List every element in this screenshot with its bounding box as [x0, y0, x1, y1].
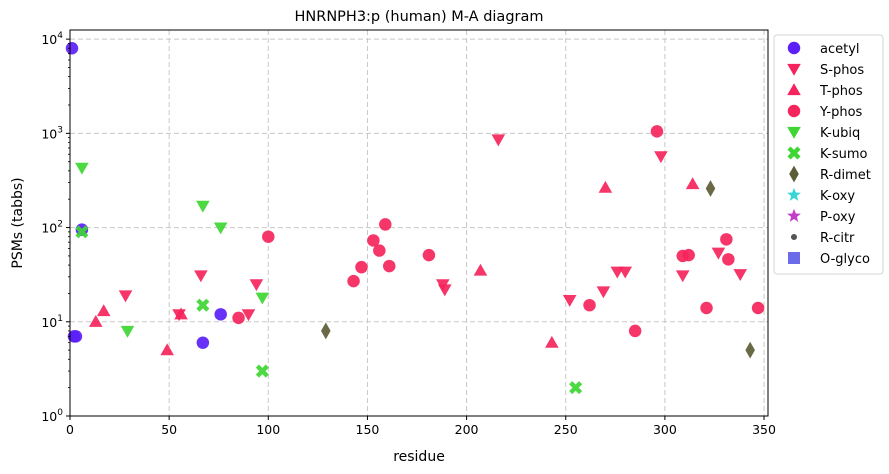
data-point-t-phos: [473, 263, 488, 276]
data-point-acetyl: [65, 42, 79, 55]
x-tick-label: 50: [161, 422, 177, 437]
legend-label: acetyl: [820, 42, 860, 57]
legend-marker-y-phos: [787, 104, 801, 118]
data-point-y-phos: [262, 230, 275, 243]
legend-label: K-sumo: [820, 147, 868, 162]
data-point-r-dimet: [745, 341, 755, 359]
data-point-k-ubiq: [255, 292, 270, 305]
y-tick-label: 100: [41, 408, 63, 424]
data-point-k-ubiq: [75, 162, 89, 175]
x-tick-label: 150: [356, 422, 380, 437]
grid-layer: [70, 30, 768, 416]
data-point-acetyl: [69, 330, 83, 343]
data-point-y-phos: [347, 274, 360, 288]
data-point-s-phos: [249, 279, 264, 292]
legend-label: O-glyco: [820, 252, 870, 267]
data-point-s-phos: [437, 284, 452, 297]
data-point-s-phos: [241, 309, 256, 322]
legend-marker-k-oxy: [787, 187, 801, 201]
y-tick-label: 101: [41, 314, 63, 330]
data-point-t-phos: [174, 307, 188, 320]
data-point-y-phos: [422, 248, 436, 262]
plot-frame: [69, 29, 769, 417]
data-point-acetyl: [214, 308, 227, 321]
data-point-y-phos: [700, 301, 713, 315]
legend-label: S-phos: [820, 63, 864, 78]
legend-label: R-citr: [820, 231, 855, 246]
legend-label: P-oxy: [820, 210, 856, 225]
data-point-s-phos: [118, 290, 133, 303]
legend-label: K-oxy: [820, 189, 855, 204]
chart-title: HNRNPH3:p (human) M-A diagram: [295, 9, 544, 25]
data-point-s-phos: [194, 270, 208, 283]
data-point-s-phos: [654, 151, 668, 164]
data-point-t-phos: [160, 343, 174, 356]
x-axis-title: residue: [393, 449, 445, 465]
x-tick-label: 350: [752, 422, 776, 437]
data-point-y-phos: [720, 233, 733, 246]
data-point-s-phos: [675, 270, 690, 283]
legend-marker-acetyl: [787, 41, 801, 55]
x-tick-label: 100: [256, 422, 280, 437]
data-point-y-phos: [379, 218, 392, 231]
legend-marker-o-glyco: [788, 252, 800, 264]
data-point-r-dimet: [705, 180, 716, 197]
data-point-r-dimet: [321, 322, 331, 340]
data-point-y-phos: [373, 244, 386, 257]
data-point-t-phos: [96, 304, 111, 317]
legend-marker-p-oxy: [787, 208, 801, 222]
legend-frame: [773, 34, 884, 275]
ticks-layer: 0 50 100 150 200 250 300 350 100 101 102 103 104: [41, 31, 776, 437]
data-point-t-phos: [545, 335, 559, 348]
data-point-k-ubiq: [196, 200, 210, 213]
data-point-s-phos: [491, 134, 506, 147]
legend-marker-k-sumo: [787, 146, 801, 160]
legend-marker-r-citr: [790, 233, 798, 241]
data-point-s-phos: [596, 286, 611, 299]
x-tick-label: 250: [554, 422, 578, 437]
data-point-t-phos: [685, 177, 700, 190]
legend-marker-r-dimet: [789, 165, 799, 183]
legend-marker-s-phos: [787, 63, 801, 76]
legend-label: R-dimet: [820, 168, 871, 183]
y-tick-label: 103: [41, 125, 63, 141]
legend: acetyl S-phos T-phos Y-phos K-ubiq K-sumo R-di…: [773, 34, 884, 275]
x-tick-label: 0: [66, 422, 74, 437]
x-tick-label: 200: [455, 422, 479, 437]
data-point-y-phos: [751, 301, 765, 315]
data-point-k-ubiq: [213, 222, 228, 235]
y-tick-label: 104: [41, 31, 63, 47]
points-layer: [65, 42, 765, 395]
data-point-k-sumo: [196, 298, 210, 312]
legend-label: T-phos: [819, 84, 863, 99]
data-point-k-sumo: [569, 381, 583, 395]
data-point-s-phos: [733, 269, 748, 281]
data-point-s-phos: [711, 247, 726, 260]
legend-marker-t-phos: [787, 83, 801, 96]
data-point-y-phos: [722, 253, 735, 266]
data-point-k-ubiq: [120, 325, 135, 338]
data-point-y-phos: [583, 298, 596, 312]
data-point-y-phos: [628, 324, 642, 338]
data-point-acetyl: [196, 336, 210, 349]
data-point-t-phos: [88, 314, 103, 327]
data-point-s-phos: [618, 266, 633, 279]
x-tick-label: 300: [653, 422, 677, 437]
legend-label: K-ubiq: [820, 126, 860, 141]
y-tick-label: 102: [41, 220, 63, 236]
data-point-y-phos: [232, 311, 245, 325]
data-point-k-sumo: [75, 225, 89, 239]
legend-marker-k-ubiq: [787, 126, 801, 139]
data-point-y-phos: [383, 259, 396, 273]
data-point-t-phos: [598, 180, 613, 193]
data-point-y-phos: [650, 125, 664, 138]
data-point-k-sumo: [255, 364, 269, 378]
data-point-y-phos: [367, 234, 380, 247]
data-point-y-phos: [355, 260, 368, 274]
y-axis-title: PSMs (tabbs): [10, 177, 26, 268]
data-point-y-phos: [682, 248, 695, 262]
legend-label: Y-phos: [819, 105, 863, 120]
data-point-s-phos: [562, 294, 577, 307]
